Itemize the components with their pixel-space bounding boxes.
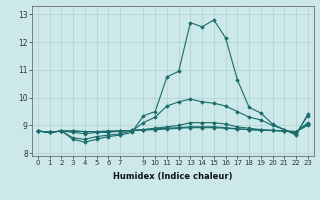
- X-axis label: Humidex (Indice chaleur): Humidex (Indice chaleur): [113, 172, 233, 181]
